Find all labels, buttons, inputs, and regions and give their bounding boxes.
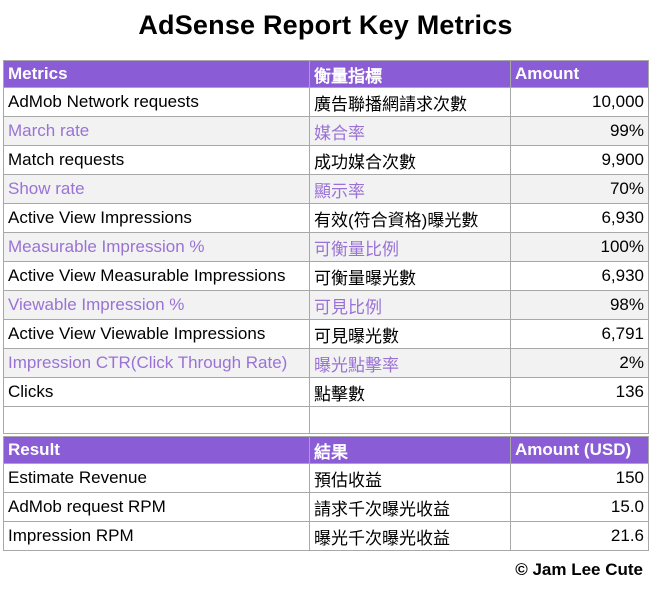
metric-amount: 2%: [510, 348, 649, 378]
metric-name-zh: 成功媒合次數: [309, 145, 511, 175]
table-row: Active View Viewable Impressions 可見曝光數 6…: [3, 319, 649, 349]
metric-name: Active View Measurable Impressions: [3, 261, 310, 291]
result-amount: 15.0: [510, 492, 649, 522]
metric-name-zh: 媒合率: [309, 116, 511, 146]
table-row: AdMob Network requests 廣告聯播網請求次數 10,000: [3, 87, 649, 117]
header-metrics: Metrics: [3, 60, 310, 88]
metric-name: Show rate: [3, 174, 310, 204]
table-row: Clicks 點擊數 136: [3, 377, 649, 407]
page-title: AdSense Report Key Metrics: [138, 10, 513, 40]
metric-name: Active View Impressions: [3, 203, 310, 233]
result-header-row: Result 結果 Amount (USD): [3, 436, 649, 464]
table-row: Impression RPM 曝光千次曝光收益 21.6: [3, 521, 649, 551]
metric-name-zh: 可衡量曝光數: [309, 261, 511, 291]
result-name-zh: 預估收益: [309, 463, 511, 493]
metric-name-zh: 可衡量比例: [309, 232, 511, 262]
metrics-header-row: Metrics 衡量指標 Amount: [3, 60, 649, 88]
table-row: Show rate 顯示率 70%: [3, 174, 649, 204]
metric-name: Measurable Impression %: [3, 232, 310, 262]
metric-amount: 100%: [510, 232, 649, 262]
metric-name: March rate: [3, 116, 310, 146]
metric-name-zh: 顯示率: [309, 174, 511, 204]
metric-name: Clicks: [3, 377, 310, 407]
header-amount: Amount: [510, 60, 649, 88]
metric-name-zh: 可見比例: [309, 290, 511, 320]
result-name: Impression RPM: [3, 521, 310, 551]
metric-name: Viewable Impression %: [3, 290, 310, 320]
table-row: Active View Measurable Impressions 可衡量曝光…: [3, 261, 649, 291]
header-amount-usd: Amount (USD): [510, 436, 649, 464]
metric-name-zh: 廣告聯播網請求次數: [309, 87, 511, 117]
table-row: Viewable Impression % 可見比例 98%: [3, 290, 649, 320]
header-result-zh: 結果: [309, 436, 511, 464]
header-metrics-zh: 衡量指標: [309, 60, 511, 88]
table-row: Active View Impressions 有效(符合資格)曝光數 6,93…: [3, 203, 649, 233]
metric-amount: 6,791: [510, 319, 649, 349]
metric-amount: 136: [510, 377, 649, 407]
metric-amount: 99%: [510, 116, 649, 146]
table-row: Match requests 成功媒合次數 9,900: [3, 145, 649, 175]
metric-amount: 6,930: [510, 261, 649, 291]
metric-amount: 10,000: [510, 87, 649, 117]
copyright-text: © Jam Lee Cute: [515, 560, 643, 579]
result-table: Result 結果 Amount (USD) Estimate Revenue …: [3, 436, 649, 551]
result-amount: 21.6: [510, 521, 649, 551]
metric-name: Impression CTR(Click Through Rate): [3, 348, 310, 378]
metric-name-zh: 可見曝光數: [309, 319, 511, 349]
spacer-row: [3, 406, 649, 434]
result-name: Estimate Revenue: [3, 463, 310, 493]
metrics-table: Metrics 衡量指標 Amount AdMob Network reques…: [3, 60, 649, 434]
metric-name-zh: 曝光點擊率: [309, 348, 511, 378]
result-name-zh: 曝光千次曝光收益: [309, 521, 511, 551]
metric-amount: 70%: [510, 174, 649, 204]
metric-name: Active View Viewable Impressions: [3, 319, 310, 349]
metric-name-zh: 有效(符合資格)曝光數: [309, 203, 511, 233]
table-row: Impression CTR(Click Through Rate) 曝光點擊率…: [3, 348, 649, 378]
header-result: Result: [3, 436, 310, 464]
table-row: AdMob request RPM 請求千次曝光收益 15.0: [3, 492, 649, 522]
metric-name-zh: 點擊數: [309, 377, 511, 407]
metric-amount: 6,930: [510, 203, 649, 233]
table-row: Measurable Impression % 可衡量比例 100%: [3, 232, 649, 262]
result-name-zh: 請求千次曝光收益: [309, 492, 511, 522]
result-amount: 150: [510, 463, 649, 493]
metric-name: AdMob Network requests: [3, 87, 310, 117]
table-row: March rate 媒合率 99%: [3, 116, 649, 146]
result-name: AdMob request RPM: [3, 492, 310, 522]
metric-amount: 9,900: [510, 145, 649, 175]
metric-name: Match requests: [3, 145, 310, 175]
metric-amount: 98%: [510, 290, 649, 320]
table-row: Estimate Revenue 預估收益 150: [3, 463, 649, 493]
